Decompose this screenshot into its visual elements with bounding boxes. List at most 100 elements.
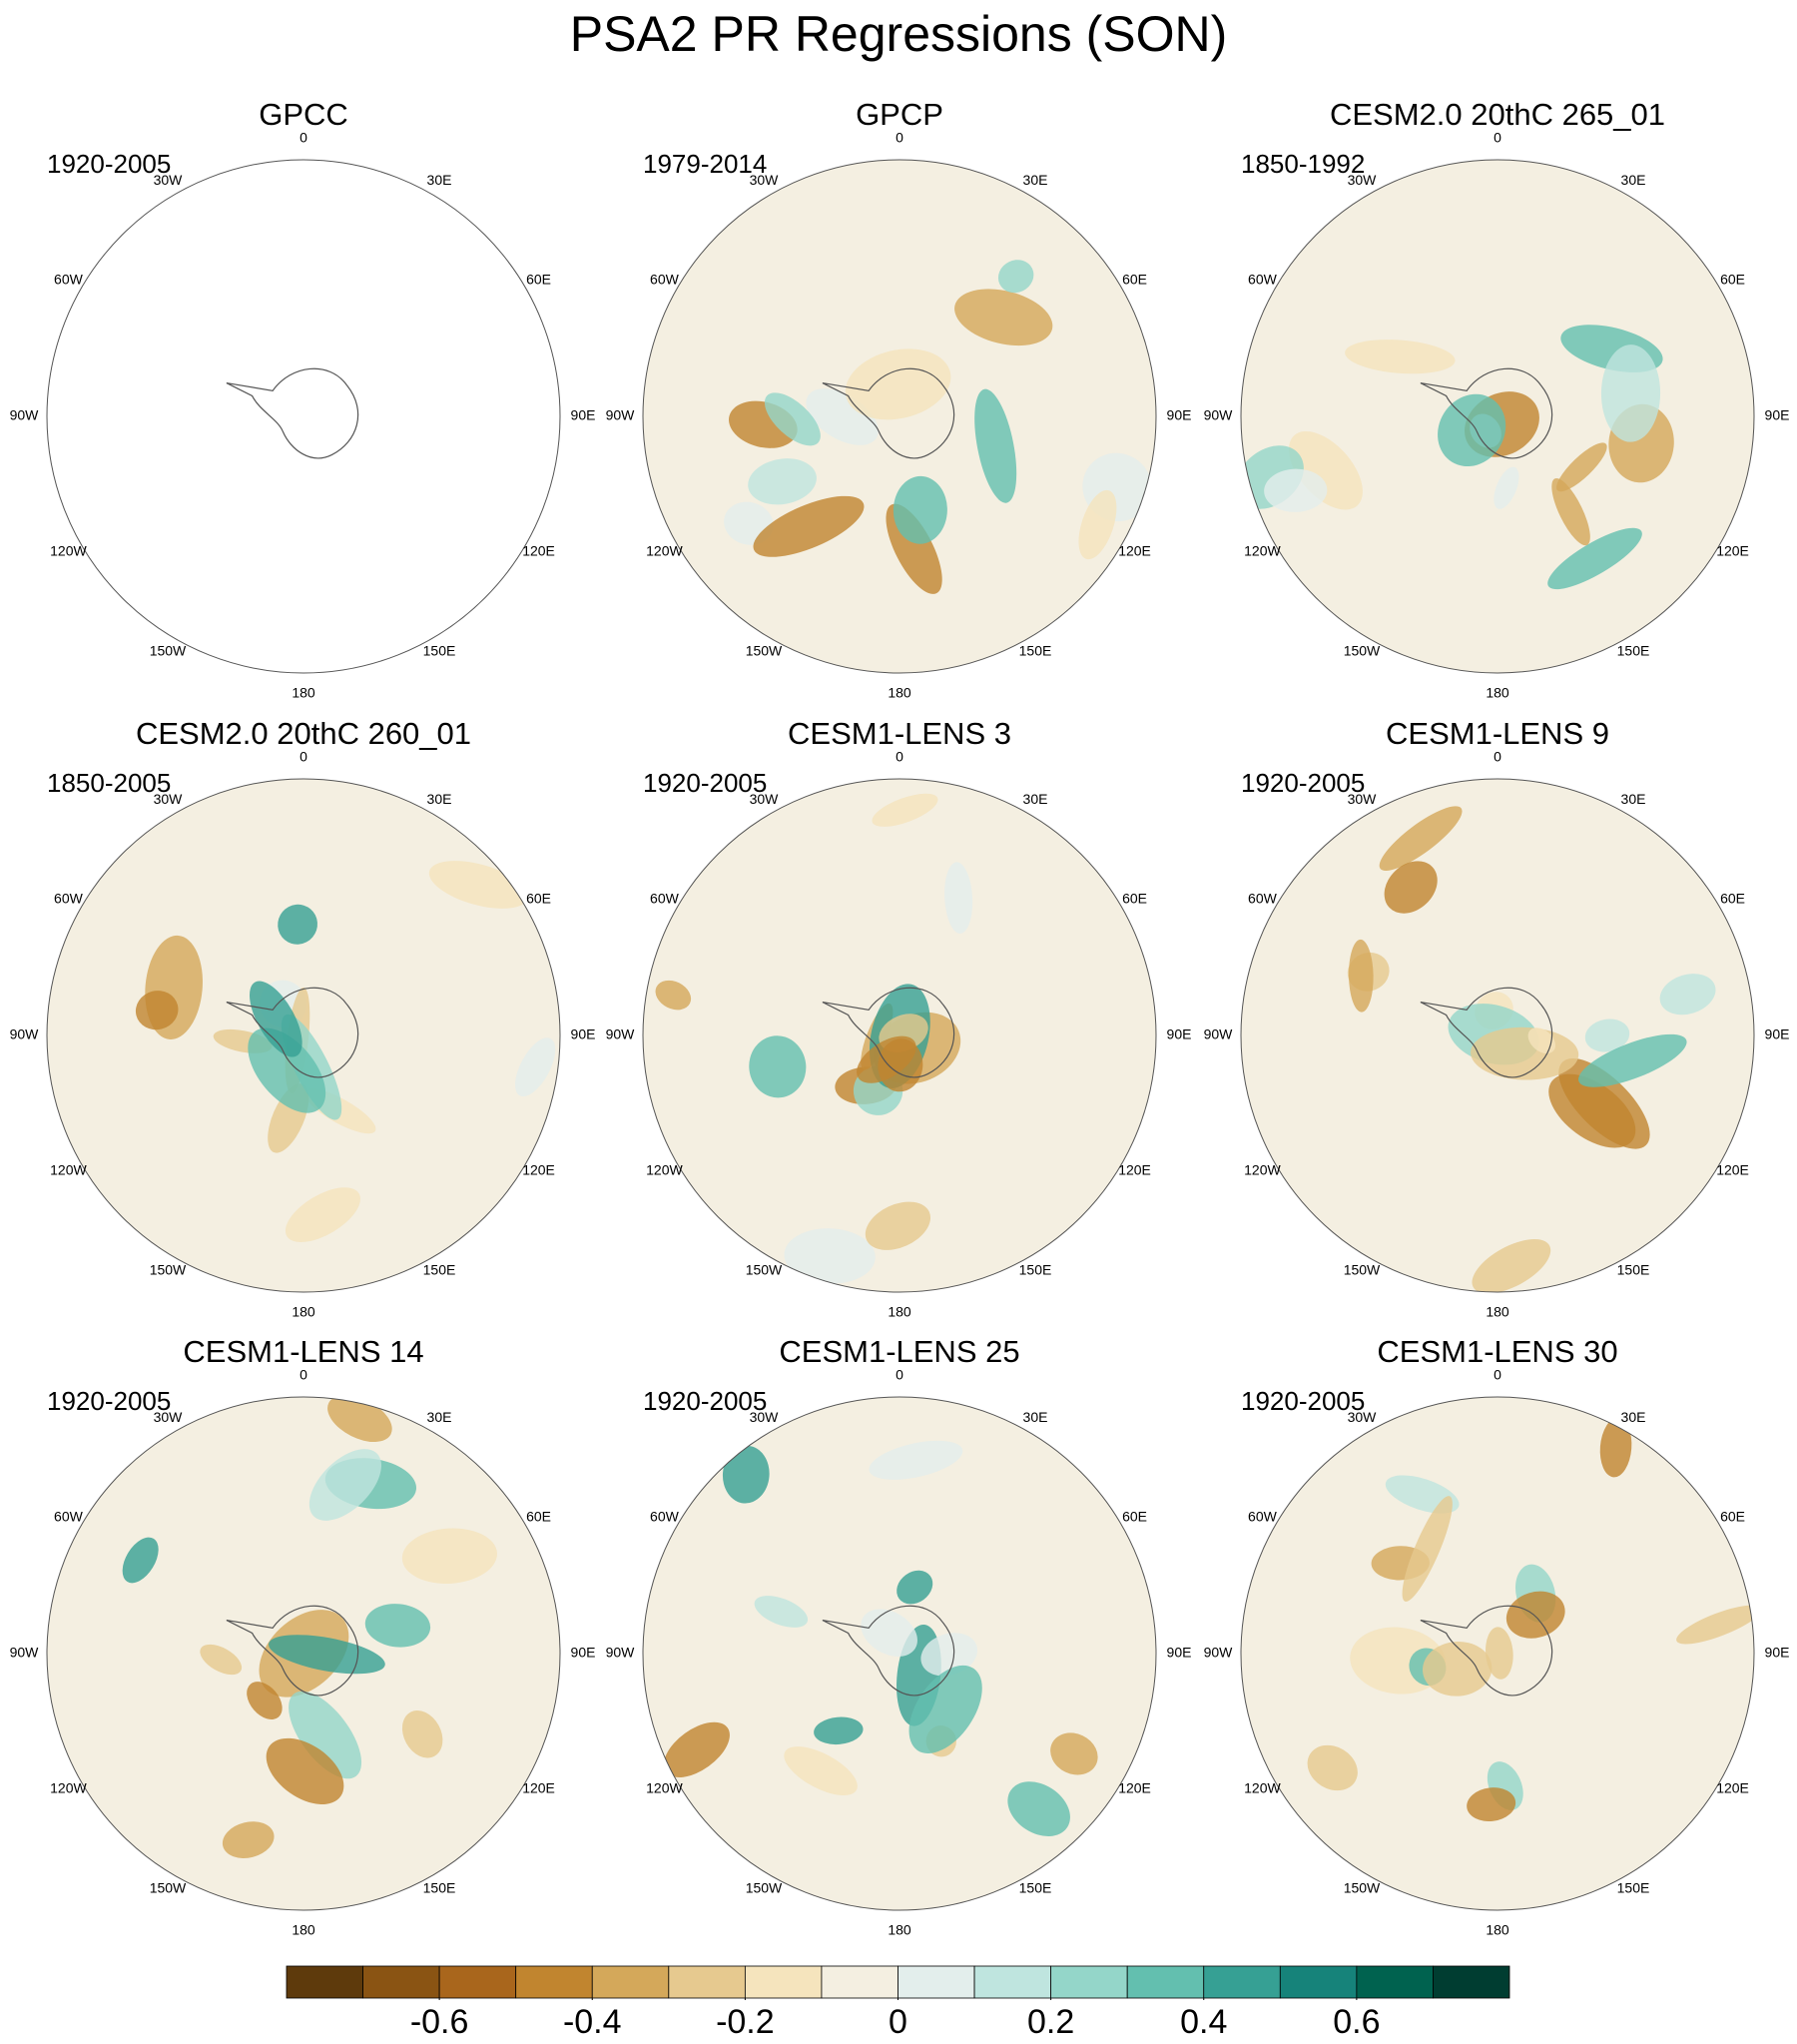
field-blob	[974, 388, 1017, 503]
field-blob	[908, 1665, 982, 1753]
longitude-label: 30E	[1621, 791, 1646, 807]
longitude-label: 120E	[1716, 543, 1749, 559]
antarctica-coast	[823, 988, 954, 1077]
antarctica-coast	[1421, 1606, 1552, 1696]
field-blob	[364, 1604, 431, 1648]
longitude-label: 30E	[1621, 1409, 1646, 1425]
longitude-label: 90E	[1167, 407, 1192, 423]
longitude-label: 150E	[1617, 1261, 1650, 1277]
field-blob	[1264, 468, 1328, 512]
field-blob	[1422, 1641, 1493, 1697]
longitude-label: 150E	[1617, 642, 1650, 658]
colorbar-tick-label: -0.4	[563, 2003, 622, 2041]
colorbar-box	[1203, 1965, 1281, 1999]
longitude-label: 90E	[1765, 1026, 1790, 1042]
colorbar-box	[362, 1965, 440, 1999]
longitude-label: 120E	[1118, 1162, 1151, 1178]
map-border	[46, 1396, 561, 1911]
longitude-label: 150W	[150, 642, 187, 658]
longitude-label: 150W	[1344, 1879, 1381, 1895]
longitude-label: 0	[300, 130, 307, 146]
longitude-label: 180	[1486, 1922, 1509, 1938]
field-blob	[1379, 806, 1463, 871]
panel-title: CESM1-LENS 3	[788, 716, 1011, 751]
field-blob	[1676, 1605, 1754, 1645]
map-background	[47, 160, 560, 673]
field-blob	[997, 260, 1034, 294]
panel-title: CESM2.0 20thC 260_01	[136, 716, 471, 751]
longitude-label: 30E	[427, 1409, 452, 1425]
longitude-label: 90W	[1204, 1026, 1234, 1042]
map-border	[46, 159, 561, 674]
antarctica-coast	[227, 988, 358, 1077]
map-panel: CESM1-LENS 30 1920-2005 0 30E 60E 90E 120E 150E…	[1204, 1334, 1790, 1938]
map-panel: CESM2.0 20thC 265_01 1850-1992 0 30E 60E 90E 1…	[1204, 97, 1790, 701]
map-border	[642, 159, 1157, 674]
longitude-label: 150W	[746, 1261, 783, 1277]
longitude-label: 180	[888, 685, 911, 701]
antarctica-coast	[227, 1606, 358, 1696]
field-blob	[857, 1035, 916, 1083]
longitude-label: 30W	[154, 1409, 184, 1425]
longitude-label: 150W	[150, 1879, 187, 1895]
field-blob	[893, 475, 947, 544]
colorbar-tick-label: 0	[889, 2003, 907, 2041]
panel-period: 1920-2005	[643, 1386, 767, 1416]
longitude-label: 180	[292, 1922, 315, 1938]
field-blob	[754, 1596, 809, 1628]
longitude-label: 90W	[606, 1645, 636, 1661]
longitude-label: 120E	[1118, 1780, 1151, 1796]
longitude-label: 30E	[1023, 172, 1048, 188]
longitude-label: 30W	[750, 172, 780, 188]
longitude-label: 90E	[571, 1645, 596, 1661]
field-blob	[869, 1440, 963, 1480]
map-border	[46, 778, 561, 1293]
colorbar-box	[1126, 1965, 1205, 1999]
panel-title: CESM2.0 20thC 265_01	[1330, 97, 1665, 132]
field-blobs	[1241, 325, 1674, 590]
panel-title: GPCP	[856, 97, 943, 132]
longitude-label: 30W	[1348, 172, 1378, 188]
field-blob	[1659, 974, 1716, 1016]
longitude-label: 60W	[650, 1509, 680, 1525]
colorbar-box	[744, 1965, 823, 1999]
field-blob	[748, 458, 817, 505]
longitude-label: 0	[1494, 749, 1501, 765]
field-blob	[1402, 1496, 1453, 1602]
field-blobs	[1307, 1417, 1754, 1822]
panel-period: 1920-2005	[1241, 768, 1365, 798]
field-blob	[308, 1449, 381, 1521]
longitude-label: 120W	[50, 1780, 87, 1796]
colorbar-tick-label: 0.4	[1180, 2003, 1227, 2041]
colorbar-box	[438, 1965, 517, 1999]
map-border	[1240, 1396, 1755, 1911]
field-blob	[872, 793, 938, 827]
map-panel: GPCP 1979-2014 0 30E 60E 90E 120E 150E 180 150W 12…	[606, 97, 1192, 701]
map-border	[642, 778, 1157, 1293]
field-blob	[222, 1821, 275, 1858]
longitude-label: 0	[300, 1367, 307, 1383]
longitude-label: 30W	[154, 172, 184, 188]
field-blobs	[122, 1397, 497, 1858]
panel-title: GPCC	[259, 97, 348, 132]
colorbar-box	[1050, 1965, 1128, 1999]
longitude-label: 60E	[1122, 891, 1147, 907]
longitude-label: 0	[1494, 130, 1501, 146]
longitude-label: 150W	[746, 642, 783, 658]
panel-period: 1920-2005	[47, 1386, 171, 1416]
field-blob	[401, 1528, 497, 1585]
longitude-label: 150E	[423, 1879, 456, 1895]
longitude-label: 30W	[1348, 1409, 1378, 1425]
map-panel: CESM1-LENS 9 1920-2005 0 30E 60E 90E 120E 150E 1…	[1204, 716, 1790, 1320]
longitude-label: 90W	[10, 407, 40, 423]
field-blob	[897, 1570, 933, 1605]
field-blob	[1578, 1033, 1687, 1087]
field-blob	[954, 289, 1053, 346]
field-blob	[749, 1035, 807, 1098]
longitude-label: 150E	[423, 1261, 456, 1277]
field-blob	[278, 904, 317, 945]
longitude-label: 120W	[50, 1162, 87, 1178]
longitude-label: 0	[300, 749, 307, 765]
longitude-label: 90W	[10, 1645, 40, 1661]
field-blobs	[655, 793, 973, 1284]
